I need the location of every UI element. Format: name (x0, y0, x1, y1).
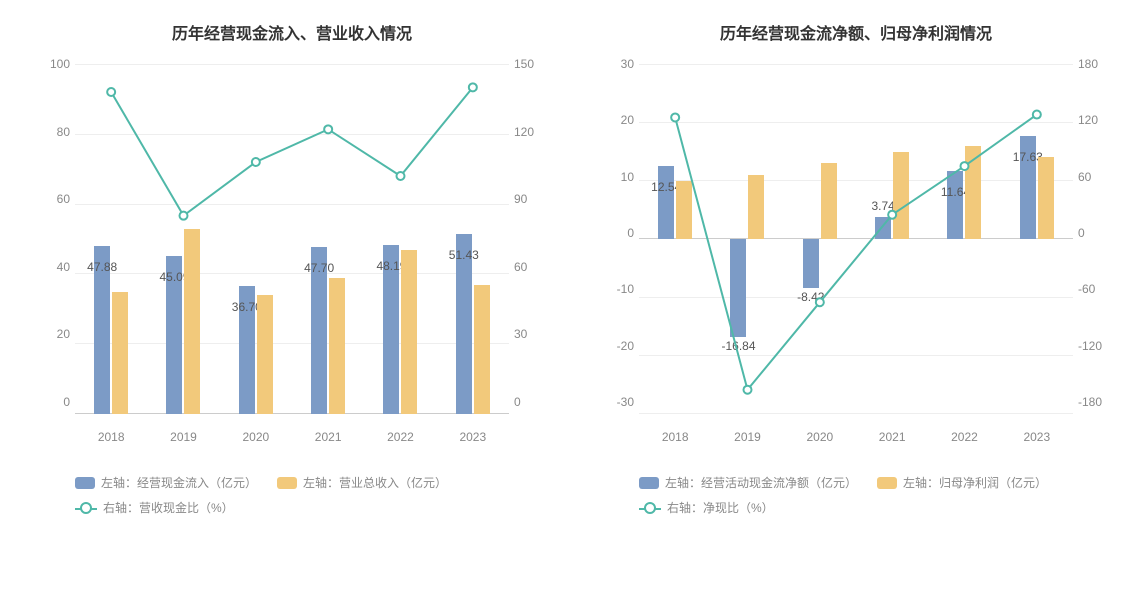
axis-tick: 60 (514, 261, 554, 273)
left-chart-y-axis-right: 1501209060300 (514, 64, 554, 414)
axis-tick: 10 (594, 171, 634, 183)
axis-tick: 90 (514, 193, 554, 205)
legend-item-bar-yellow: 左轴：营业总收入（亿元） (277, 474, 447, 491)
x-axis-tick: 2022 (928, 430, 1000, 444)
line-marker-icon (888, 211, 896, 219)
left-chart-line (75, 64, 509, 414)
right-chart-y-axis-left: 3020100-10-20-30 (594, 64, 634, 414)
x-axis-tick: 2018 (639, 430, 711, 444)
axis-tick: 0 (594, 227, 634, 239)
x-axis-tick: 2021 (292, 430, 364, 444)
left-chart-x-axis: 201820192020202120222023 (75, 430, 509, 444)
x-axis-tick: 2023 (1001, 430, 1073, 444)
axis-tick: 0 (30, 396, 70, 408)
x-axis-tick: 2021 (856, 430, 928, 444)
x-axis-tick: 2018 (75, 430, 147, 444)
legend-label: 右轴：营收现金比（%） (103, 499, 234, 516)
axis-tick: 0 (1078, 227, 1118, 239)
legend-item-line-teal: 右轴：净现比（%） (639, 499, 774, 516)
line-marker-icon (1033, 111, 1041, 119)
swatch-line-icon (639, 502, 661, 514)
right-chart-panel: 历年经营现金流净额、归母净利润情况 30 20 10 0 -10 -20 -30 180 12… (594, 20, 1118, 516)
line-marker-icon (671, 113, 679, 121)
legend-label: 左轴：经营现金流入（亿元） (101, 474, 257, 491)
left-chart-y-axis-left: 100806040200 (30, 64, 70, 414)
x-axis-tick: 2020 (220, 430, 292, 444)
right-chart-legend: 左轴：经营活动现金流净额（亿元） 左轴：归母净利润（亿元） 右轴：净现比（%） (594, 474, 1118, 516)
left-chart-panel: 历年经营现金流入、营业收入情况 100 80 60 40 20 0 150 120 90 60 3… (30, 20, 554, 516)
line-marker-icon (744, 386, 752, 394)
right-chart-x-axis: 201820192020202120222023 (639, 430, 1073, 444)
x-axis-tick: 2022 (364, 430, 436, 444)
legend-item-line-teal: 右轴：营收现金比（%） (75, 499, 234, 516)
swatch-bar-icon (75, 477, 95, 489)
legend-item-bar-yellow: 左轴：归母净利润（亿元） (877, 474, 1047, 491)
axis-tick: 60 (1078, 171, 1118, 183)
axis-tick: 0 (514, 396, 554, 408)
axis-tick: 20 (594, 114, 634, 126)
right-chart-line (639, 64, 1073, 414)
legend-label: 左轴：经营活动现金流净额（亿元） (665, 474, 857, 491)
swatch-bar-icon (277, 477, 297, 489)
swatch-bar-icon (877, 477, 897, 489)
axis-tick: 30 (514, 328, 554, 340)
axis-tick: -180 (1078, 396, 1118, 408)
axis-tick: -60 (1078, 283, 1118, 295)
axis-tick: 120 (1078, 114, 1118, 126)
legend-label: 左轴：归母净利润（亿元） (903, 474, 1047, 491)
axis-tick: 180 (1078, 58, 1118, 70)
axis-tick: 60 (30, 193, 70, 205)
swatch-bar-icon (639, 477, 659, 489)
legend-item-bar-blue: 左轴：经营现金流入（亿元） (75, 474, 257, 491)
x-axis-tick: 2020 (784, 430, 856, 444)
x-axis-tick: 2019 (711, 430, 783, 444)
line-marker-icon (107, 88, 115, 96)
left-chart-title: 历年经营现金流入、营业收入情况 (30, 20, 554, 44)
axis-tick: 40 (30, 261, 70, 273)
axis-tick: 100 (30, 58, 70, 70)
right-chart-title: 历年经营现金流净额、归母净利润情况 (594, 20, 1118, 44)
line-marker-icon (180, 212, 188, 220)
axis-tick: 30 (594, 58, 634, 70)
axis-tick: -10 (594, 283, 634, 295)
x-axis-tick: 2019 (147, 430, 219, 444)
line-series (675, 115, 1037, 390)
axis-tick: -30 (594, 396, 634, 408)
axis-tick: -120 (1078, 340, 1118, 352)
axis-tick: -20 (594, 340, 634, 352)
line-marker-icon (469, 83, 477, 91)
x-axis-tick: 2023 (437, 430, 509, 444)
line-marker-icon (961, 162, 969, 170)
line-marker-icon (324, 125, 332, 133)
axis-tick: 20 (30, 328, 70, 340)
legend-label: 左轴：营业总收入（亿元） (303, 474, 447, 491)
line-marker-icon (252, 158, 260, 166)
right-plot: 3020100-10-20-30 180120600-60-120-180 12… (594, 64, 1118, 464)
axis-tick: 80 (30, 126, 70, 138)
axis-tick: 120 (514, 126, 554, 138)
left-plot: 100806040200 1501209060300 47.8845.0936.… (30, 64, 554, 464)
axis-tick: 150 (514, 58, 554, 70)
legend-label: 右轴：净现比（%） (667, 499, 774, 516)
left-chart-plot-area: 47.8845.0936.7047.7048.1951.43 (75, 64, 509, 414)
right-chart-y-axis-right: 180120600-60-120-180 (1078, 64, 1118, 414)
right-chart-plot-area: 12.54-16.84-8.423.7411.6417.63 (639, 64, 1073, 414)
legend-item-bar-blue: 左轴：经营活动现金流净额（亿元） (639, 474, 857, 491)
line-marker-icon (816, 298, 824, 306)
line-series (111, 87, 473, 215)
line-marker-icon (397, 172, 405, 180)
left-chart-legend: 左轴：经营现金流入（亿元） 左轴：营业总收入（亿元） 右轴：营收现金比（%） (30, 474, 554, 516)
swatch-line-icon (75, 502, 97, 514)
